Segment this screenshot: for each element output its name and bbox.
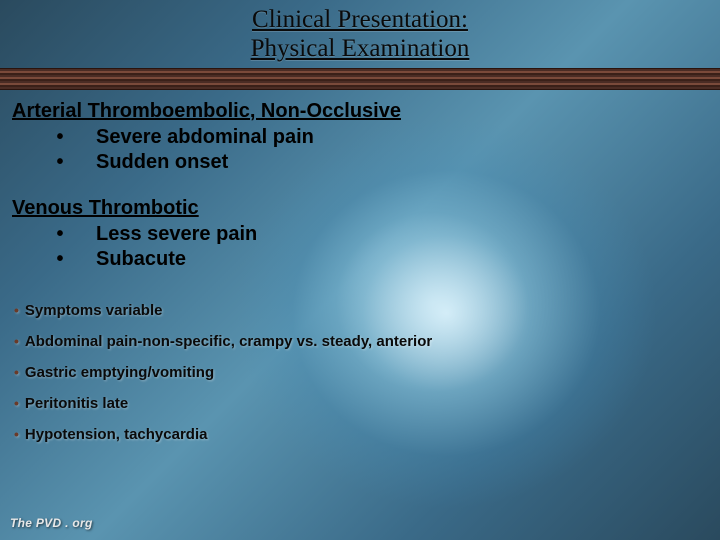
list-item: • Subacute [54, 247, 708, 272]
bullet-dot-icon: • [54, 247, 66, 272]
bullet-text: Less severe pain [96, 222, 257, 247]
bullet-dot-icon: • [14, 427, 19, 441]
bullet-text: Subacute [96, 247, 186, 272]
bullet-text: Severe abdominal pain [96, 125, 314, 150]
slide-content: Arterial Thromboembolic, Non-Occlusive •… [0, 90, 720, 443]
list-item: • Hypotension, tachycardia [14, 426, 708, 443]
list-item: • Gastric emptying/vomiting [14, 364, 708, 381]
list-item: • Symptoms variable [14, 302, 708, 319]
bullet-dot-icon: • [54, 125, 66, 150]
slide-title-block: Clinical Presentation: Physical Examinat… [0, 0, 720, 64]
section-venous-bullets: • Less severe pain • Subacute [12, 222, 708, 272]
bullet-text: Sudden onset [96, 150, 228, 175]
bullet-dot-icon: • [14, 365, 19, 379]
bullet-dot-icon: • [14, 334, 19, 348]
section-arterial-bullets: • Severe abdominal pain • Sudden onset [12, 125, 708, 175]
list-item: • Severe abdominal pain [54, 125, 708, 150]
bullet-dot-icon: • [14, 303, 19, 317]
section-heading-arterial: Arterial Thromboembolic, Non-Occlusive [12, 100, 708, 123]
bullet-dot-icon: • [54, 150, 66, 175]
bullet-dot-icon: • [14, 396, 19, 410]
list-item: • Peritonitis late [14, 395, 708, 412]
list-item: • Sudden onset [54, 150, 708, 175]
list-item: • Abdominal pain-non-specific, crampy vs… [14, 333, 708, 350]
decorative-stripe [0, 68, 720, 90]
bullet-dot-icon: • [54, 222, 66, 247]
section-heading-venous: Venous Thrombotic [12, 197, 708, 220]
list-item: • Less severe pain [54, 222, 708, 247]
small-points-list: • Symptoms variable • Abdominal pain-non… [12, 302, 708, 443]
footer-attribution: The PVD . org [10, 516, 93, 530]
title-line-1: Clinical Presentation: [0, 6, 720, 35]
small-point-text: Hypotension, tachycardia [25, 426, 208, 443]
small-point-text: Peritonitis late [25, 395, 128, 412]
title-line-2: Physical Examination [0, 35, 720, 64]
small-point-text: Gastric emptying/vomiting [25, 364, 214, 381]
small-point-text: Abdominal pain-non-specific, crampy vs. … [25, 333, 432, 350]
small-point-text: Symptoms variable [25, 302, 163, 319]
